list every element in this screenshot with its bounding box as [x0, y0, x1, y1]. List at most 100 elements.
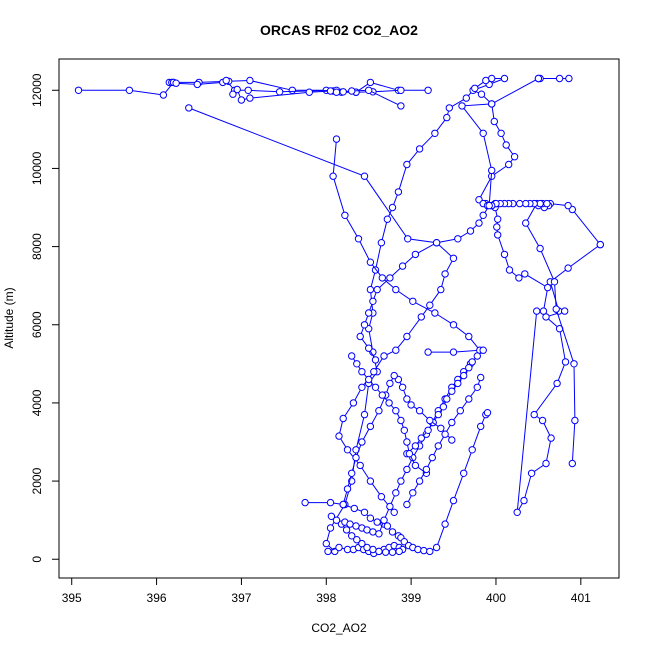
data-point — [407, 401, 415, 409]
y-tick-label: 4000 — [30, 389, 44, 416]
data-point — [385, 399, 393, 407]
data-point — [358, 438, 366, 446]
y-tick-label: 2000 — [30, 467, 44, 494]
data-point — [568, 459, 576, 468]
data-point — [341, 211, 349, 220]
data-point — [395, 547, 403, 556]
data-point — [403, 500, 411, 509]
data-point — [460, 469, 468, 477]
data-point — [462, 94, 470, 102]
y-tick-label: 8000 — [30, 233, 44, 260]
data-point — [301, 498, 309, 507]
series-layer — [74, 74, 604, 558]
data-point — [397, 416, 405, 425]
data-point — [348, 532, 356, 540]
data-point — [493, 223, 501, 231]
data-point — [378, 391, 386, 399]
x-tick-label: 400 — [486, 591, 506, 605]
data-point — [366, 514, 375, 522]
data-point — [377, 239, 386, 247]
data-point — [366, 258, 375, 266]
data-point — [394, 188, 403, 196]
data-point — [471, 84, 479, 93]
data-point — [553, 379, 561, 388]
data-point — [172, 79, 180, 87]
data-point — [533, 307, 541, 315]
data-point — [466, 227, 475, 235]
data-point — [465, 395, 473, 403]
y-axis-label: Altitude (m) — [2, 287, 16, 348]
data-point — [547, 434, 555, 442]
data-point — [473, 383, 481, 391]
data-point — [538, 416, 547, 425]
y-tick-label: 6000 — [30, 311, 44, 338]
data-point — [193, 80, 202, 89]
data-point — [324, 547, 332, 556]
data-point — [380, 352, 388, 360]
data-point — [420, 546, 428, 555]
data-point — [405, 450, 414, 458]
data-point — [428, 453, 436, 462]
data-point — [414, 545, 422, 554]
data-point — [366, 477, 375, 485]
data-point — [352, 453, 360, 462]
data-point — [485, 201, 493, 210]
data-point — [371, 356, 380, 364]
data-point — [468, 358, 476, 366]
data-point — [360, 508, 369, 516]
data-point — [388, 528, 397, 536]
data-point — [477, 373, 485, 382]
x-tick-label: 395 — [62, 591, 82, 605]
data-point — [448, 436, 456, 444]
data-point — [380, 516, 388, 524]
data-point — [494, 215, 502, 223]
data-point — [397, 477, 405, 485]
data-point — [335, 432, 343, 440]
data-point — [403, 438, 411, 446]
data-point — [564, 264, 572, 272]
data-point — [369, 528, 377, 536]
data-point — [449, 496, 458, 505]
y-tick-label: 12000 — [30, 73, 44, 107]
data-point — [555, 74, 564, 83]
data-point — [505, 266, 514, 274]
data-point — [346, 520, 354, 528]
data-point — [363, 543, 371, 552]
data-point — [397, 102, 405, 110]
data-point — [332, 516, 341, 524]
data-point — [424, 86, 432, 95]
data-point — [366, 285, 375, 294]
data-point — [448, 418, 456, 427]
data-point — [565, 74, 573, 83]
series-line — [332, 139, 481, 353]
data-point — [536, 244, 544, 253]
data-point — [434, 410, 442, 419]
data-point — [366, 422, 375, 431]
data-point — [358, 383, 366, 391]
data-point — [530, 410, 538, 419]
data-point — [382, 548, 390, 556]
data-point — [477, 90, 486, 98]
data-point — [468, 446, 476, 454]
data-point — [360, 410, 369, 419]
data-point — [388, 203, 397, 212]
data-point — [339, 500, 347, 509]
data-point — [473, 352, 481, 360]
data-point — [356, 332, 364, 341]
data-point — [522, 199, 530, 208]
data-point — [329, 172, 337, 180]
data-point — [403, 332, 411, 341]
data-point — [365, 86, 373, 95]
x-tick-label: 399 — [401, 591, 421, 605]
data-point — [456, 407, 464, 415]
data-point — [371, 383, 380, 391]
data-point — [349, 399, 358, 407]
data-point — [397, 86, 405, 95]
data-point — [373, 518, 381, 526]
data-point — [448, 387, 456, 395]
x-tick-label: 396 — [147, 591, 167, 605]
data-point — [502, 141, 510, 149]
data-point — [488, 100, 496, 108]
data-point — [454, 235, 462, 243]
